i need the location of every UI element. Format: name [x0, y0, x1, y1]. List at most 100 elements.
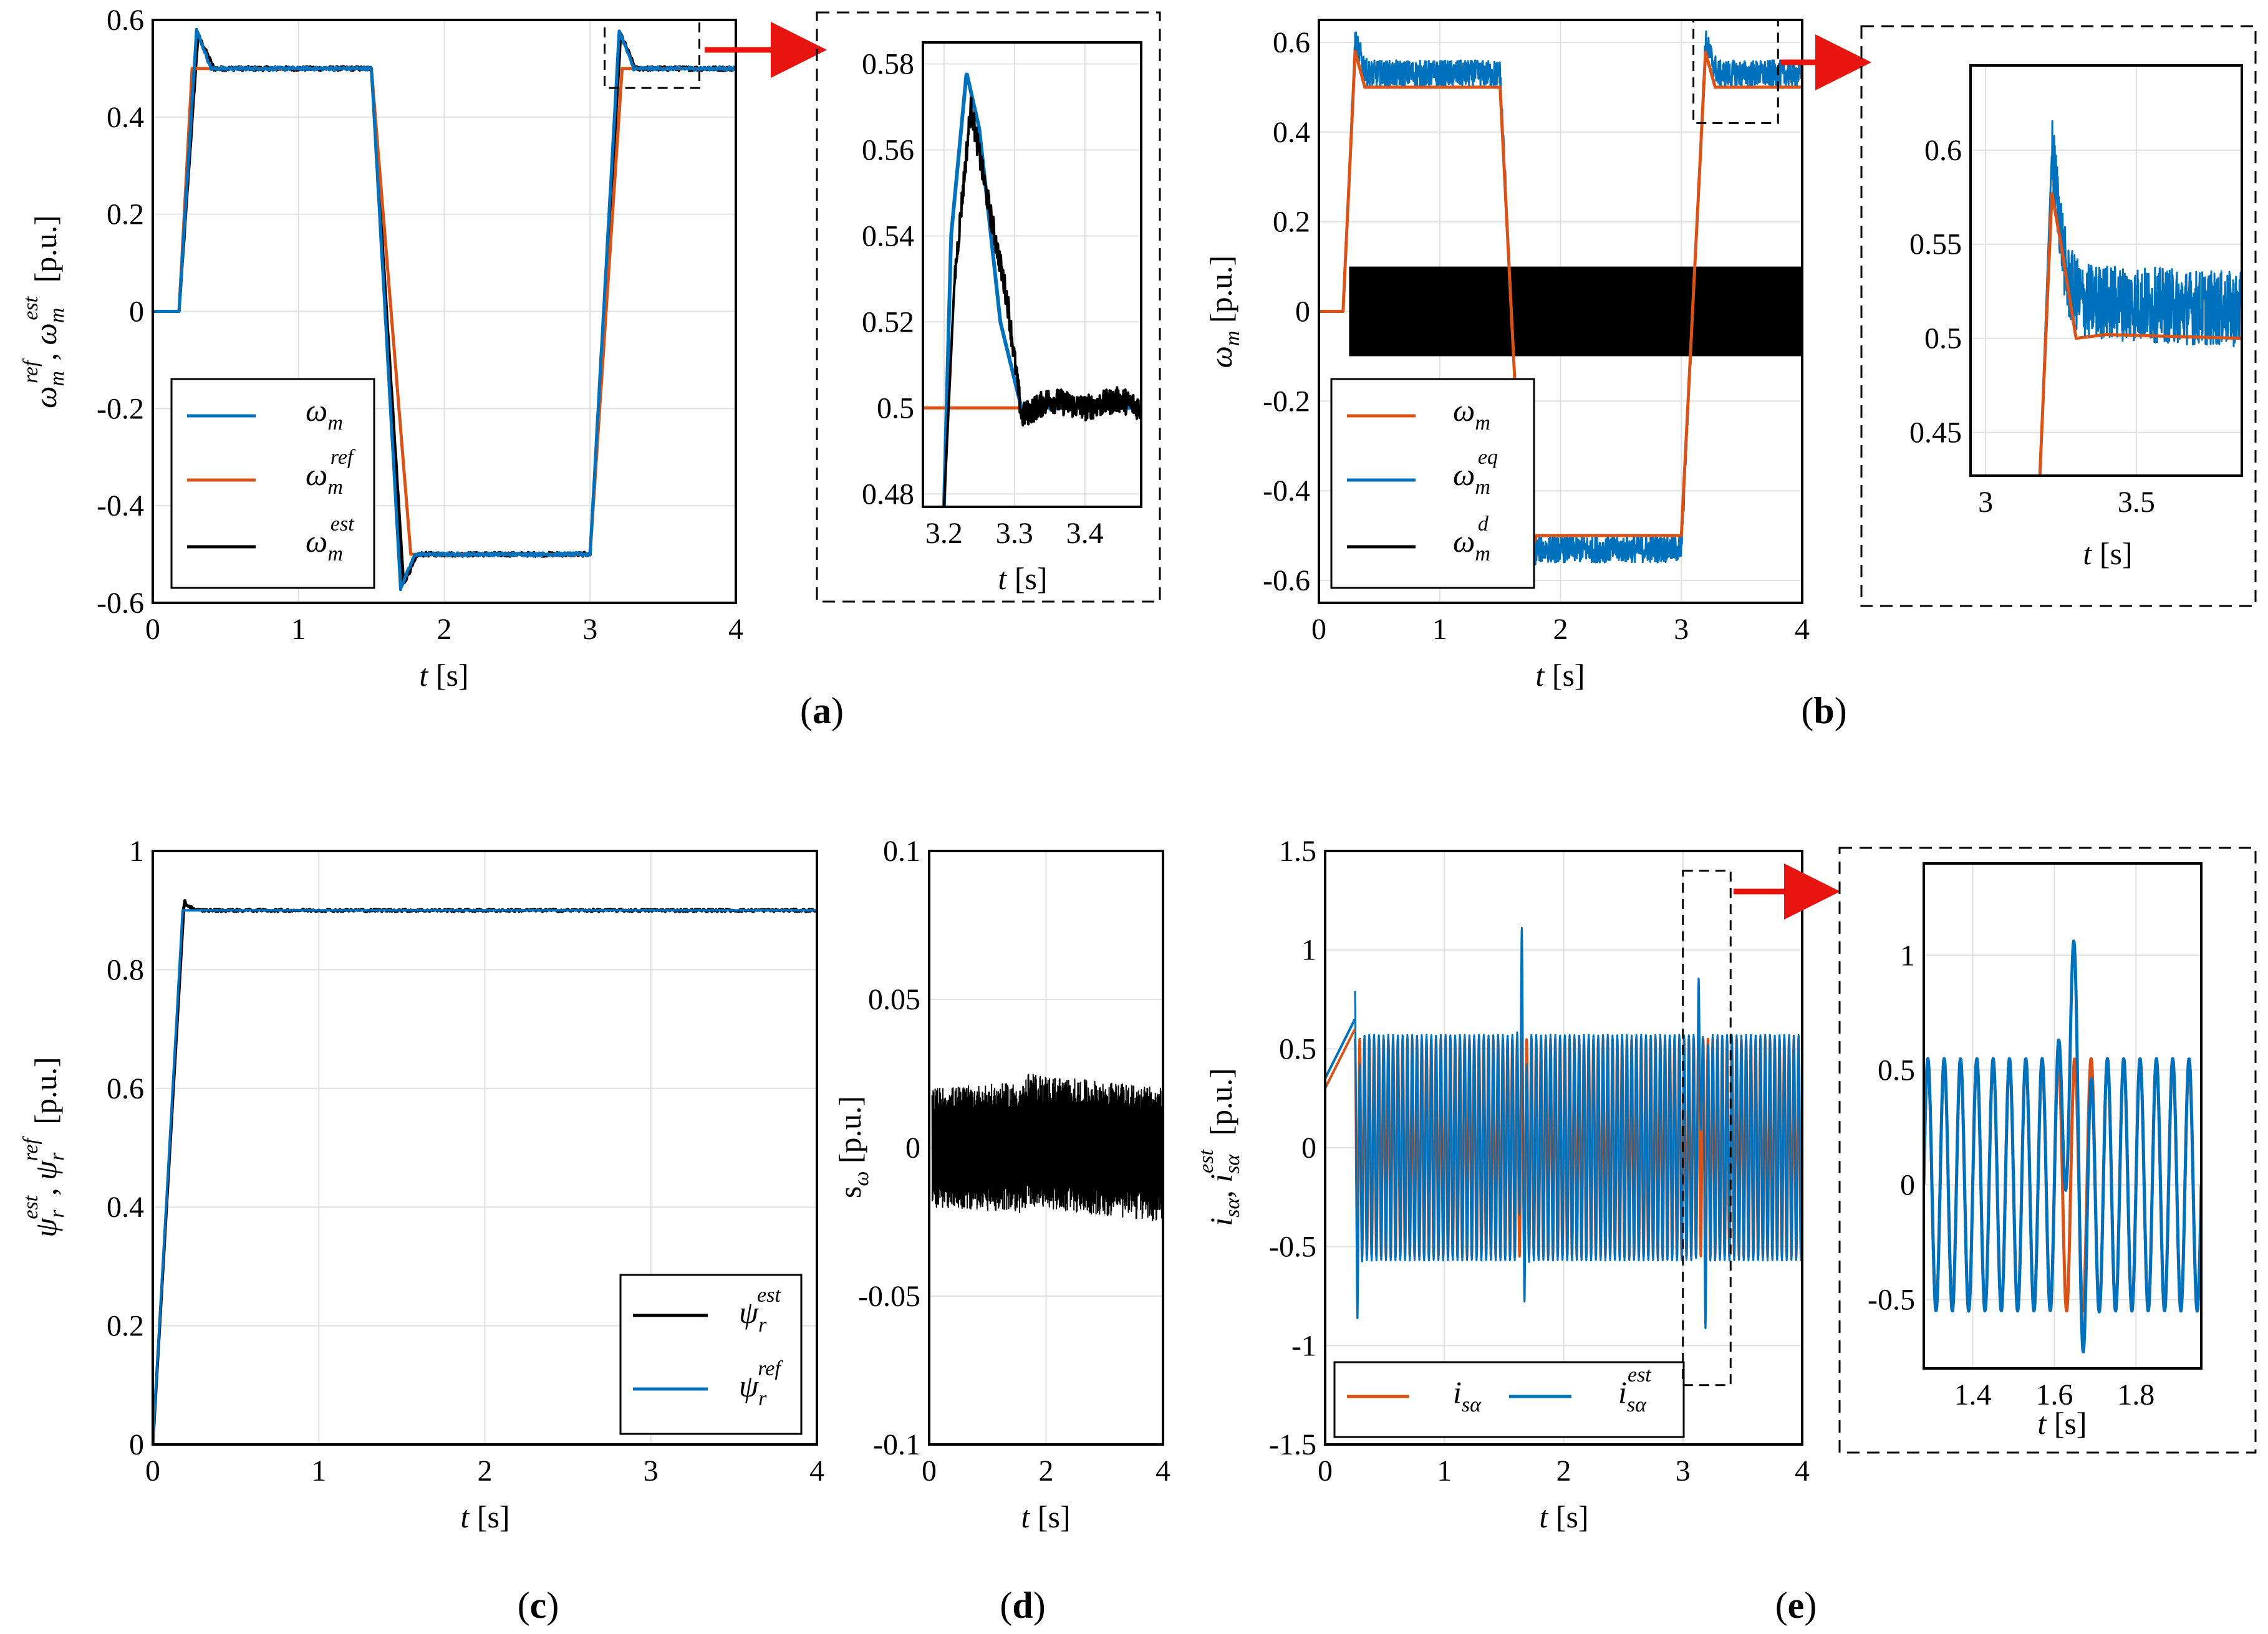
x-tick-label: 1.4	[1954, 1378, 1992, 1411]
series-omega-d-band	[1349, 266, 1802, 357]
chart-e-zoom-box	[1682, 870, 1732, 1386]
y-tick-label: -0.5	[1269, 1231, 1316, 1264]
x-tick-label: 0	[145, 1454, 160, 1487]
x-tick-label: 1	[1437, 1454, 1452, 1487]
x-tick-label: 4	[1795, 1454, 1810, 1487]
y-tick-label: 0.5	[877, 392, 914, 425]
chart-a-ylabel: ωmref, ωmest [p.u.]	[9, 215, 69, 408]
x-tick-label: 3	[582, 613, 597, 646]
y-tick-label: 1.5	[1279, 835, 1316, 868]
chart-e-zoom-xlabel: t [s]	[2037, 1406, 2087, 1441]
chart-b-zoom-xlabel: t [s]	[2083, 536, 2132, 571]
chart-b-zoom: 3 3.5 0.45 0.5 0.55 0.6 t [s]	[1860, 25, 2257, 607]
chart-a-legend: ωm ωmref ωmest	[170, 378, 375, 589]
chart-e-zoom-dashframe	[1838, 847, 2257, 1454]
x-tick-label: 2	[478, 1454, 493, 1487]
panel-label-d: (d)	[1000, 1585, 1045, 1626]
plot-c-frame	[152, 850, 818, 1446]
chart-c-legend: ψrest ψrref	[619, 1274, 803, 1435]
x-tick-label: 1	[311, 1454, 326, 1487]
chart-b: 0 1 2 3 4 -0.6 -0.4 -0.2 0 0.2 0.4 0.6 ωm [p.u.] t …	[1204, 19, 1871, 693]
x-tick-label: 1.8	[2117, 1378, 2155, 1411]
y-tick-label: 0.5	[1924, 322, 1962, 355]
x-tick-label: 2	[1556, 1454, 1571, 1487]
series-i-s-alpha-start	[1324, 1028, 1356, 1089]
chart-e-legend: isα isαest	[1333, 1361, 1685, 1438]
x-tick-label: 0	[145, 613, 160, 646]
plot-b-zoom-frame	[1969, 64, 2243, 477]
series-omega-est	[942, 96, 1141, 507]
y-tick-label: 0	[129, 296, 144, 329]
plot-e-zoom-frame	[1923, 862, 2203, 1370]
plot-d-area: 0 2 4 -0.1 -0.05 0 0.05 0.1	[858, 835, 1170, 1487]
y-tick-label: -1	[1291, 1329, 1316, 1362]
y-tick-label: 0.45	[1909, 416, 1962, 449]
y-tick-label: -1.5	[1269, 1428, 1316, 1461]
y-tick-label: 0.48	[862, 478, 914, 511]
chart-d-ylabel: sω [p.u.]	[832, 1096, 875, 1198]
y-tick-label: 0.5	[1878, 1054, 1915, 1087]
x-tick-label: 0	[1318, 1454, 1333, 1487]
y-tick-label: 0.2	[107, 1310, 144, 1343]
chart-e-ylabel: isα, isαest [p.u.]	[1185, 1068, 1244, 1226]
series-i-s-alpha-est	[1354, 926, 1802, 1330]
y-tick-label: 1	[1301, 934, 1316, 967]
y-tick-label: -0.2	[1263, 385, 1310, 418]
x-tick-label: 1.6	[2035, 1378, 2073, 1411]
y-tick-label: 0.4	[1273, 116, 1310, 149]
y-tick-label: 0.4	[107, 1191, 144, 1224]
x-tick-label: 4	[1795, 613, 1810, 646]
y-tick-label: 0	[129, 1428, 144, 1461]
y-tick-label: 1	[1900, 939, 1915, 972]
x-tick-label: 4	[1156, 1454, 1170, 1487]
panel-label-c: (c)	[518, 1585, 559, 1626]
y-tick-label: 0.6	[107, 4, 144, 37]
chart-a: 0 1 2 3 4 -0.6 -0.4 -0.2 0 0.2 0.4 0.6 ωmref, ωmest…	[9, 4, 827, 693]
y-tick-label: 0.55	[1909, 228, 1962, 261]
y-tick-label: 0	[1301, 1132, 1316, 1165]
chart-d: 0 2 4 -0.1 -0.05 0 0.05 0.1 sω [p.u.] t [s]	[832, 835, 1170, 1534]
chart-b-zoom-box	[1692, 19, 1779, 124]
chart-a-zoom: 3.2 3.3 3.4 0.48 0.5 0.52 0.54 0.56 0.58 t [s]	[816, 11, 1161, 603]
series-i-s-alpha-est	[1924, 940, 2201, 1353]
x-tick-label: 3.4	[1066, 517, 1104, 550]
plot-a-zoom-area: 3.2 3.3 3.4 0.48 0.5 0.52 0.54 0.56 0.58	[862, 42, 1141, 550]
y-tick-label: 0.5	[1279, 1032, 1316, 1065]
plot-b-area: 0 1 2 3 4 -0.6 -0.4 -0.2 0 0.2 0.4 0.6	[1263, 20, 1810, 646]
y-tick-label: 0	[905, 1132, 920, 1165]
x-tick-label: 3	[644, 1454, 659, 1487]
y-tick-label: 0	[1900, 1168, 1915, 1201]
chart-b-legend: ωm ωmeq ωmd	[1330, 378, 1535, 589]
chart-c: 0 1 2 3 400.20.40.60.81 ψrest, ψrref [p.u.] …	[9, 835, 824, 1534]
chart-c-xlabel: t [s]	[460, 1499, 509, 1534]
y-tick-label: 0.52	[862, 305, 914, 339]
y-tick-label: -0.6	[97, 587, 144, 620]
x-tick-label: 3.2	[925, 517, 963, 550]
series-i-s-alpha-est-start	[1324, 1018, 1356, 1079]
chart-c-ylabel: ψrest, ψrref [p.u.]	[9, 1057, 69, 1237]
y-tick-label: 0.6	[107, 1072, 144, 1105]
x-tick-label: 3	[1978, 486, 1993, 519]
chart-a-xlabel: t [s]	[419, 658, 468, 693]
y-tick-label: -0.5	[1868, 1284, 1915, 1317]
chart-a-zoom-xlabel: t [s]	[998, 561, 1047, 596]
y-tick-label: -0.6	[1263, 564, 1310, 597]
y-tick-label: 0.58	[862, 47, 914, 80]
x-tick-label: 3.5	[2118, 486, 2155, 519]
chart-e-xlabel: t [s]	[1539, 1499, 1588, 1534]
series-psi-ref	[153, 909, 817, 1444]
x-tick-label: 2	[1039, 1454, 1054, 1487]
chart-d-xlabel: t [s]	[1021, 1499, 1070, 1534]
y-tick-label: 1	[129, 835, 144, 868]
y-tick-label: 0.6	[1924, 134, 1962, 167]
panel-label-b: (b)	[1801, 690, 1846, 731]
x-tick-label: 4	[809, 1454, 824, 1487]
chart-a-zoom-dashframe	[816, 11, 1161, 603]
x-tick-label: 0	[1311, 613, 1326, 646]
x-tick-label: 1	[291, 613, 306, 646]
y-tick-label: 0.05	[868, 983, 920, 1016]
y-tick-label: -0.1	[873, 1428, 920, 1461]
x-tick-label: 3	[1676, 1454, 1691, 1487]
plot-a-frame	[152, 19, 737, 604]
